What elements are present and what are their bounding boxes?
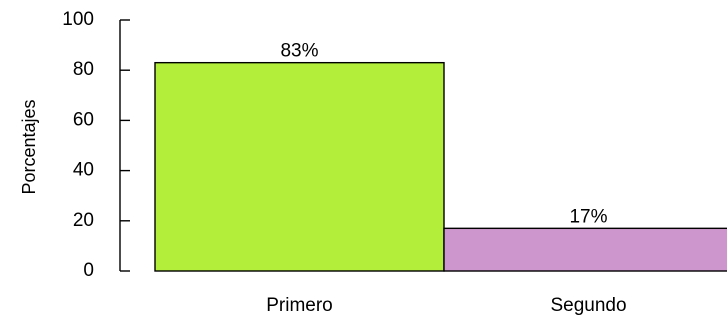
y-tick-label: 20 [73, 210, 94, 231]
category-labels-group: Primero Segundo [266, 295, 626, 316]
y-axis-title: Porcentajes [19, 99, 39, 194]
y-axis: 0 20 40 60 80 100 [62, 9, 130, 281]
data-label: 83% [280, 41, 318, 62]
data-labels-group: 83% 17% [280, 41, 607, 228]
y-tick-label: 80 [73, 59, 94, 80]
category-label: Primero [266, 295, 333, 316]
bar-primero [154, 61, 445, 272]
bars-group [154, 61, 727, 272]
data-label: 17% [569, 206, 607, 227]
y-tick-label: 60 [73, 109, 94, 130]
y-tick-label: 0 [83, 260, 94, 281]
category-label: Segundo [550, 295, 626, 316]
bar-segundo [443, 227, 727, 272]
y-tick-label: 100 [62, 9, 94, 30]
y-tick-label: 40 [73, 160, 94, 181]
